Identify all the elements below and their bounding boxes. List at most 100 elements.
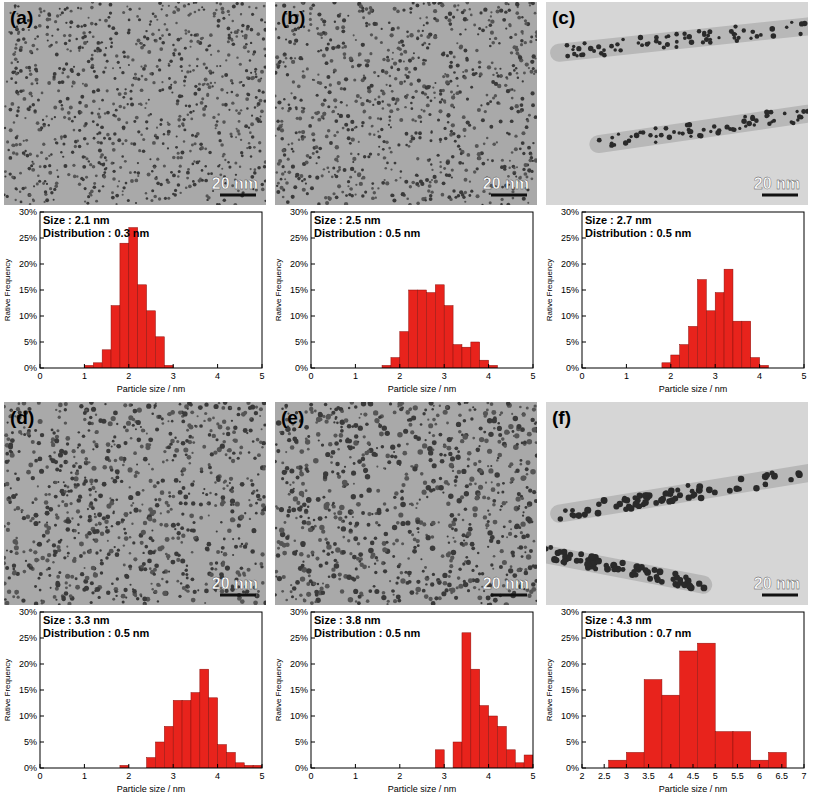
particle xyxy=(186,171,190,175)
particle xyxy=(514,134,517,137)
bar xyxy=(480,360,489,368)
particle xyxy=(104,66,107,69)
particle xyxy=(514,147,518,151)
particle xyxy=(284,65,286,67)
particle xyxy=(216,120,219,123)
particle xyxy=(479,72,483,76)
particle xyxy=(14,70,16,72)
particle xyxy=(520,110,523,113)
particle xyxy=(362,176,366,180)
particle xyxy=(22,37,26,41)
particle xyxy=(491,80,495,84)
particle xyxy=(393,7,397,11)
particle xyxy=(46,115,48,117)
particle xyxy=(290,57,293,60)
particle xyxy=(468,124,471,127)
particle xyxy=(154,39,158,43)
particle xyxy=(281,172,285,176)
particle xyxy=(638,35,643,40)
scale-bar xyxy=(220,194,256,197)
particle xyxy=(463,49,467,53)
particle xyxy=(207,45,209,47)
particle xyxy=(432,2,436,5)
particle xyxy=(24,41,27,44)
particle xyxy=(56,14,59,17)
particle xyxy=(168,5,170,7)
particle xyxy=(221,75,224,78)
particle xyxy=(431,169,433,171)
particle xyxy=(409,203,411,205)
particle xyxy=(450,130,453,133)
particle xyxy=(479,11,482,14)
particle xyxy=(144,107,146,109)
particle xyxy=(217,113,219,115)
particle xyxy=(477,108,481,112)
particle xyxy=(275,4,277,6)
particle xyxy=(341,25,345,29)
particle xyxy=(188,104,191,107)
particle xyxy=(178,170,181,173)
particle xyxy=(175,22,177,24)
particle xyxy=(500,203,502,205)
particle xyxy=(416,4,420,8)
particle xyxy=(529,40,532,43)
particle xyxy=(484,110,487,113)
particle xyxy=(124,88,126,90)
particle xyxy=(301,2,305,4)
particle xyxy=(93,70,96,73)
particle xyxy=(334,119,338,123)
bar xyxy=(102,350,111,368)
particle xyxy=(66,48,68,50)
particle xyxy=(19,172,22,175)
particle xyxy=(235,136,237,138)
particle xyxy=(276,65,280,69)
particle xyxy=(343,168,347,172)
particle xyxy=(142,138,145,141)
particle xyxy=(665,42,670,47)
annotation: Size : 2.1 nm xyxy=(43,214,110,226)
x-tick xyxy=(128,364,129,368)
particle xyxy=(164,23,166,25)
particle xyxy=(386,56,389,59)
particle xyxy=(441,193,445,197)
particle xyxy=(251,13,254,16)
particle xyxy=(236,2,239,5)
particle xyxy=(473,170,477,174)
particle xyxy=(417,29,420,32)
particle xyxy=(148,99,150,101)
particle xyxy=(522,168,525,171)
particle xyxy=(397,26,400,29)
particle xyxy=(149,113,151,115)
particle xyxy=(469,180,471,182)
particle xyxy=(43,125,45,127)
particle xyxy=(365,63,369,67)
particle xyxy=(377,101,381,105)
particle xyxy=(91,54,94,57)
particle xyxy=(374,36,377,39)
particle xyxy=(215,127,217,129)
particle xyxy=(206,83,209,86)
particle xyxy=(167,147,169,149)
particle xyxy=(4,175,6,177)
particle xyxy=(462,162,464,164)
particle xyxy=(453,94,455,96)
particle xyxy=(434,179,438,183)
particle xyxy=(250,76,254,80)
particle xyxy=(63,116,66,119)
particle xyxy=(373,134,375,136)
particle xyxy=(210,82,212,84)
particle xyxy=(249,131,252,134)
particle xyxy=(126,6,128,8)
particle xyxy=(350,120,354,124)
particle xyxy=(153,166,156,169)
particle xyxy=(423,109,426,112)
particle xyxy=(137,162,139,164)
particle xyxy=(288,40,292,44)
particle xyxy=(190,39,193,42)
particle xyxy=(423,3,425,5)
particle xyxy=(489,100,492,103)
particle xyxy=(335,145,339,149)
particle xyxy=(115,109,118,112)
particle xyxy=(71,85,73,87)
bars xyxy=(84,228,173,368)
